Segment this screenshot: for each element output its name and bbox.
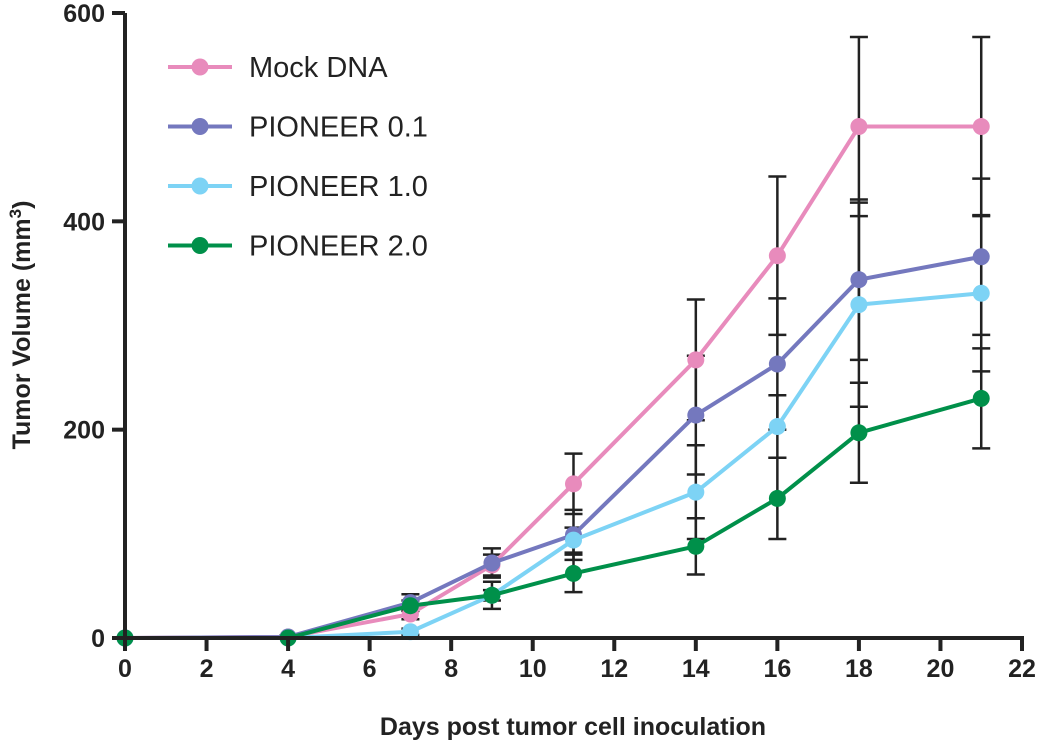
x-tick-label: 14 xyxy=(682,655,710,683)
point-mock-dna xyxy=(972,118,990,136)
y-tick-label: 200 xyxy=(63,417,105,445)
y-axis-label: Tumor Volume (mm3) xyxy=(6,201,36,450)
point-pioneer-1-0 xyxy=(687,483,705,501)
point-pioneer-0-1 xyxy=(850,271,868,289)
x-tick-label: 10 xyxy=(519,655,547,683)
x-tick-label: 18 xyxy=(845,655,873,683)
point-pioneer-1-0 xyxy=(565,531,582,549)
legend-label-pioneer-0-1: PIONEER 0.1 xyxy=(249,112,428,144)
legend-marker-mock-dna xyxy=(191,58,209,76)
legend-label-pioneer-1-0: PIONEER 1.0 xyxy=(249,171,428,203)
point-mock-dna xyxy=(565,475,582,493)
point-pioneer-1-0 xyxy=(972,284,990,302)
y-tick-label: 600 xyxy=(63,0,105,28)
point-mock-dna xyxy=(768,247,786,265)
x-tick-label: 8 xyxy=(444,655,458,683)
point-pioneer-2-0 xyxy=(483,586,501,604)
legend-label-pioneer-2-0: PIONEER 2.0 xyxy=(249,231,428,263)
x-tick-label: 2 xyxy=(200,655,214,683)
x-tick-label: 22 xyxy=(1008,655,1036,683)
x-tick-label: 16 xyxy=(763,655,791,683)
legend: Mock DNA PIONEER 0.1 PIONEER 1.0 PIONEER 2.… xyxy=(168,52,428,263)
legend-label-mock-dna: Mock DNA xyxy=(249,52,388,84)
x-tick-label: 4 xyxy=(281,655,295,683)
x-axis-label: Days post tumor cell inoculation xyxy=(380,713,766,741)
point-pioneer-2-0 xyxy=(768,489,786,507)
series-lines xyxy=(116,118,990,647)
point-pioneer-2-0 xyxy=(972,389,990,407)
x-tick-label: 20 xyxy=(927,655,955,683)
point-pioneer-1-0 xyxy=(850,296,868,314)
point-pioneer-2-0 xyxy=(850,424,868,442)
point-pioneer-2-0 xyxy=(401,597,419,615)
point-pioneer-0-1 xyxy=(972,248,990,266)
point-mock-dna xyxy=(850,118,868,136)
y-tick-label: 0 xyxy=(91,625,105,653)
point-mock-dna xyxy=(687,351,705,369)
x-tick-label: 6 xyxy=(363,655,377,683)
legend-marker-pioneer-0-1 xyxy=(191,118,209,135)
x-tick-label: 12 xyxy=(600,655,628,683)
line-pioneer-1-0 xyxy=(125,291,982,640)
legend-marker-pioneer-1-0 xyxy=(191,177,209,195)
point-pioneer-1-0 xyxy=(768,418,786,436)
point-pioneer-2-0 xyxy=(687,537,705,555)
x-tick-label: 0 xyxy=(118,655,132,683)
legend-marker-pioneer-2-0 xyxy=(191,237,209,254)
y-tick-label: 400 xyxy=(63,208,105,236)
point-pioneer-0-1 xyxy=(483,554,501,572)
point-pioneer-0-1 xyxy=(768,355,786,373)
point-pioneer-0-1 xyxy=(687,406,705,424)
axes: 0 2 4 6 8 10 12 14 16 18 20 22 0 200 400 600 xyxy=(63,0,1036,683)
point-pioneer-2-0 xyxy=(565,564,582,582)
